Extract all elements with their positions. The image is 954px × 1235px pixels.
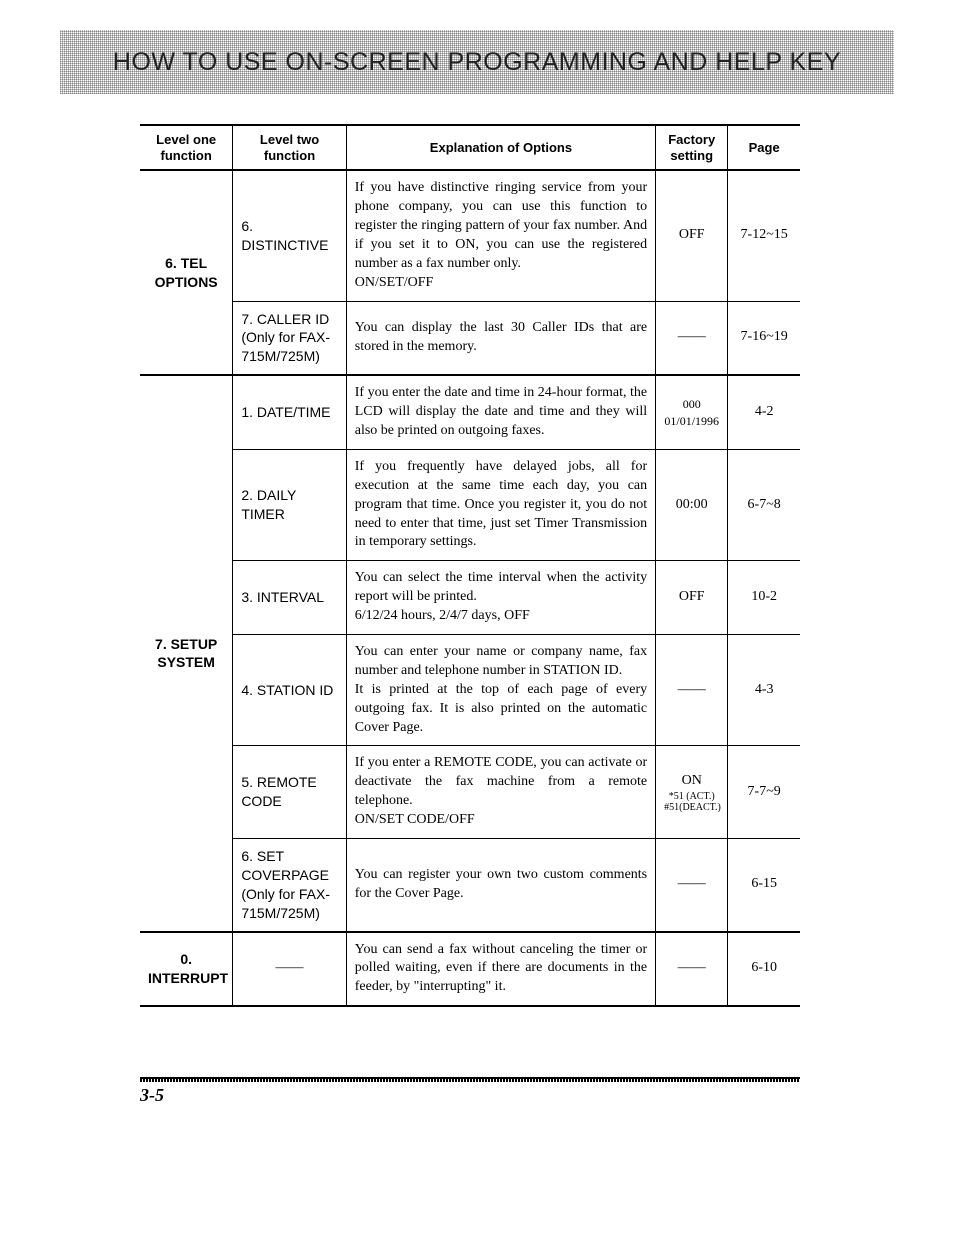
table-row: 5. REMOTE CODEIf you enter a REMOTE CODE…: [140, 746, 800, 839]
table-row: 2. DAILY TIMERIf you frequently have del…: [140, 449, 800, 560]
factory-setting-cell: ——: [656, 635, 728, 746]
level-one-cell: 0. INTERRUPT: [140, 932, 233, 1007]
col-level-two: Level two function: [233, 125, 346, 170]
page-ref-cell: 7-12~15: [728, 170, 800, 301]
page-ref-cell: 7-16~19: [728, 301, 800, 375]
explanation-cell: You can send a fax without canceling the…: [346, 932, 655, 1007]
level-one-cell: 6. TELOPTIONS: [140, 170, 233, 375]
function-table-wrap: Level one function Level two function Ex…: [140, 124, 800, 1007]
level-two-cell: 2. DAILY TIMER: [233, 449, 346, 560]
level-two-cell: 6. DISTINCTIVE: [233, 170, 346, 301]
page-ref-cell: 10-2: [728, 561, 800, 635]
explanation-cell: If you enter the date and time in 24-hou…: [346, 375, 655, 449]
table-header-row: Level one function Level two function Ex…: [140, 125, 800, 170]
factory-setting-cell: ON*51 (ACT.)#51(DEACT.): [656, 746, 728, 839]
page-footer: 3-5: [140, 1077, 800, 1106]
table-row: 4. STATION IDYou can enter your name or …: [140, 635, 800, 746]
table-row: 7. CALLER ID (Only for FAX-715M/725M)You…: [140, 301, 800, 375]
level-two-cell: 4. STATION ID: [233, 635, 346, 746]
page-ref-cell: 4-2: [728, 375, 800, 449]
factory-setting-cell: 00001/01/1996: [656, 375, 728, 449]
page-ref-cell: 7-7~9: [728, 746, 800, 839]
page-number: 3-5: [140, 1085, 800, 1106]
level-two-cell: 1. DATE/TIME: [233, 375, 346, 449]
factory-setting-cell: ——: [656, 301, 728, 375]
page: HOW TO USE ON-SCREEN PROGRAMMING AND HEL…: [0, 0, 954, 1146]
explanation-cell: If you frequently have delayed jobs, all…: [346, 449, 655, 560]
col-page: Page: [728, 125, 800, 170]
footer-rule: [140, 1077, 800, 1082]
level-two-cell: 3. INTERVAL: [233, 561, 346, 635]
col-level-one: Level one function: [140, 125, 233, 170]
explanation-cell: You can display the last 30 Caller IDs t…: [346, 301, 655, 375]
explanation-cell: You can select the time interval when th…: [346, 561, 655, 635]
page-ref-cell: 6-15: [728, 839, 800, 932]
level-one-cell: 7. SETUPSYSTEM: [140, 375, 233, 931]
factory-setting-cell: 00:00: [656, 449, 728, 560]
function-table: Level one function Level two function Ex…: [140, 124, 800, 1007]
explanation-cell: If you have distinctive ringing service …: [346, 170, 655, 301]
factory-setting-cell: OFF: [656, 561, 728, 635]
page-ref-cell: 6-7~8: [728, 449, 800, 560]
factory-setting-cell: OFF: [656, 170, 728, 301]
factory-setting-cell: ——: [656, 932, 728, 1007]
level-two-cell: 5. REMOTE CODE: [233, 746, 346, 839]
page-ref-cell: 4-3: [728, 635, 800, 746]
col-factory-setting: Factory setting: [656, 125, 728, 170]
col-explanation: Explanation of Options: [346, 125, 655, 170]
explanation-cell: If you enter a REMOTE CODE, you can acti…: [346, 746, 655, 839]
section-title-banner: HOW TO USE ON-SCREEN PROGRAMMING AND HEL…: [60, 30, 894, 94]
explanation-cell: You can register your own two custom com…: [346, 839, 655, 932]
table-row: 3. INTERVALYou can select the time inter…: [140, 561, 800, 635]
table-row: 0. INTERRUPT——You can send a fax without…: [140, 932, 800, 1007]
level-two-cell: 6. SET COVERPAGE (Only for FAX-715M/725M…: [233, 839, 346, 932]
section-title: HOW TO USE ON-SCREEN PROGRAMMING AND HEL…: [113, 48, 841, 77]
level-two-cell: ——: [233, 932, 346, 1007]
table-row: 6. TELOPTIONS6. DISTINCTIVEIf you have d…: [140, 170, 800, 301]
table-row: 6. SET COVERPAGE (Only for FAX-715M/725M…: [140, 839, 800, 932]
explanation-cell: You can enter your name or company name,…: [346, 635, 655, 746]
level-two-cell: 7. CALLER ID (Only for FAX-715M/725M): [233, 301, 346, 375]
factory-setting-cell: ——: [656, 839, 728, 932]
page-ref-cell: 6-10: [728, 932, 800, 1007]
table-row: 7. SETUPSYSTEM1. DATE/TIMEIf you enter t…: [140, 375, 800, 449]
